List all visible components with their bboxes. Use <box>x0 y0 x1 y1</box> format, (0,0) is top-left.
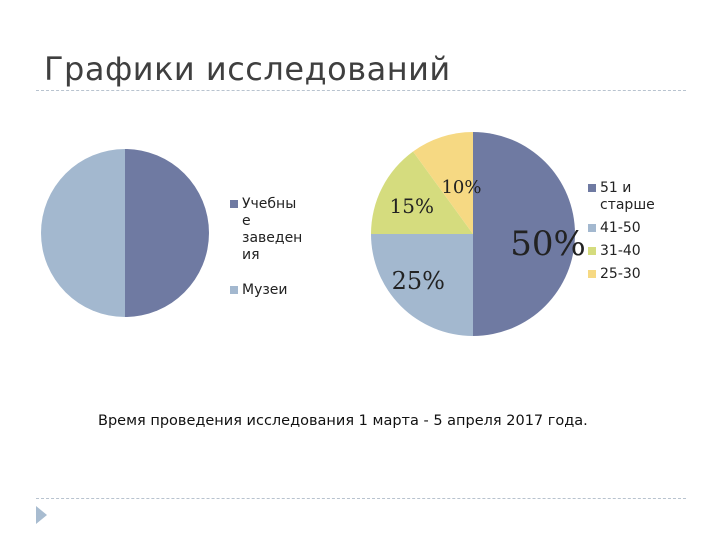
legend-item: 51 и старше <box>588 180 698 214</box>
legend-label: 25-30 <box>600 266 641 282</box>
bottom-divider <box>36 498 686 499</box>
legend-label: 41-50 <box>600 220 641 236</box>
legend-label: 31-40 <box>600 243 641 259</box>
legend-label: ия <box>242 247 260 263</box>
pie-slice <box>473 132 575 336</box>
triangle-marker-icon <box>36 506 47 524</box>
top-divider <box>36 90 686 91</box>
data-label: 25% <box>392 267 445 295</box>
legend-swatch-icon <box>230 286 238 294</box>
legend-age-groups: 51 и старше 41-50 31-40 25-30 <box>588 180 698 289</box>
legend-label: Учебны <box>242 196 297 212</box>
pie-chart-institutions <box>41 149 209 317</box>
pie-chart-age-groups: 50% 25% 15% 10% <box>370 132 586 336</box>
legend-label: заведен <box>242 230 303 246</box>
legend-label: старше <box>600 197 655 213</box>
legend-label: е <box>242 213 251 229</box>
legend-item: Музеи <box>230 282 326 299</box>
data-label: 15% <box>390 194 434 218</box>
legend-label: Музеи <box>242 282 288 298</box>
page-title: Графики исследований <box>44 50 451 88</box>
legend-swatch-icon <box>588 270 596 278</box>
legend-label: 51 и <box>600 180 632 196</box>
pie-slice <box>41 149 125 317</box>
legend-institutions: Учебны е заведен ия Музеи <box>230 196 326 299</box>
pie-slice <box>370 151 473 234</box>
legend-swatch-icon <box>588 224 596 232</box>
data-label: 10% <box>441 177 481 198</box>
legend-swatch-icon <box>588 247 596 255</box>
data-label: 50% <box>510 224 586 264</box>
legend-item: 41-50 <box>588 220 698 237</box>
pie-slice <box>125 149 209 317</box>
legend-item: 25-30 <box>588 266 698 283</box>
legend-swatch-icon <box>230 200 238 208</box>
pie-slice <box>413 132 473 234</box>
research-period-note: Время проведения исследования 1 марта - … <box>98 413 588 429</box>
legend-swatch-icon <box>588 184 596 192</box>
legend-item: 31-40 <box>588 243 698 260</box>
pie-slice <box>371 234 473 336</box>
legend-item: Учебны е заведен ия <box>230 196 326 264</box>
